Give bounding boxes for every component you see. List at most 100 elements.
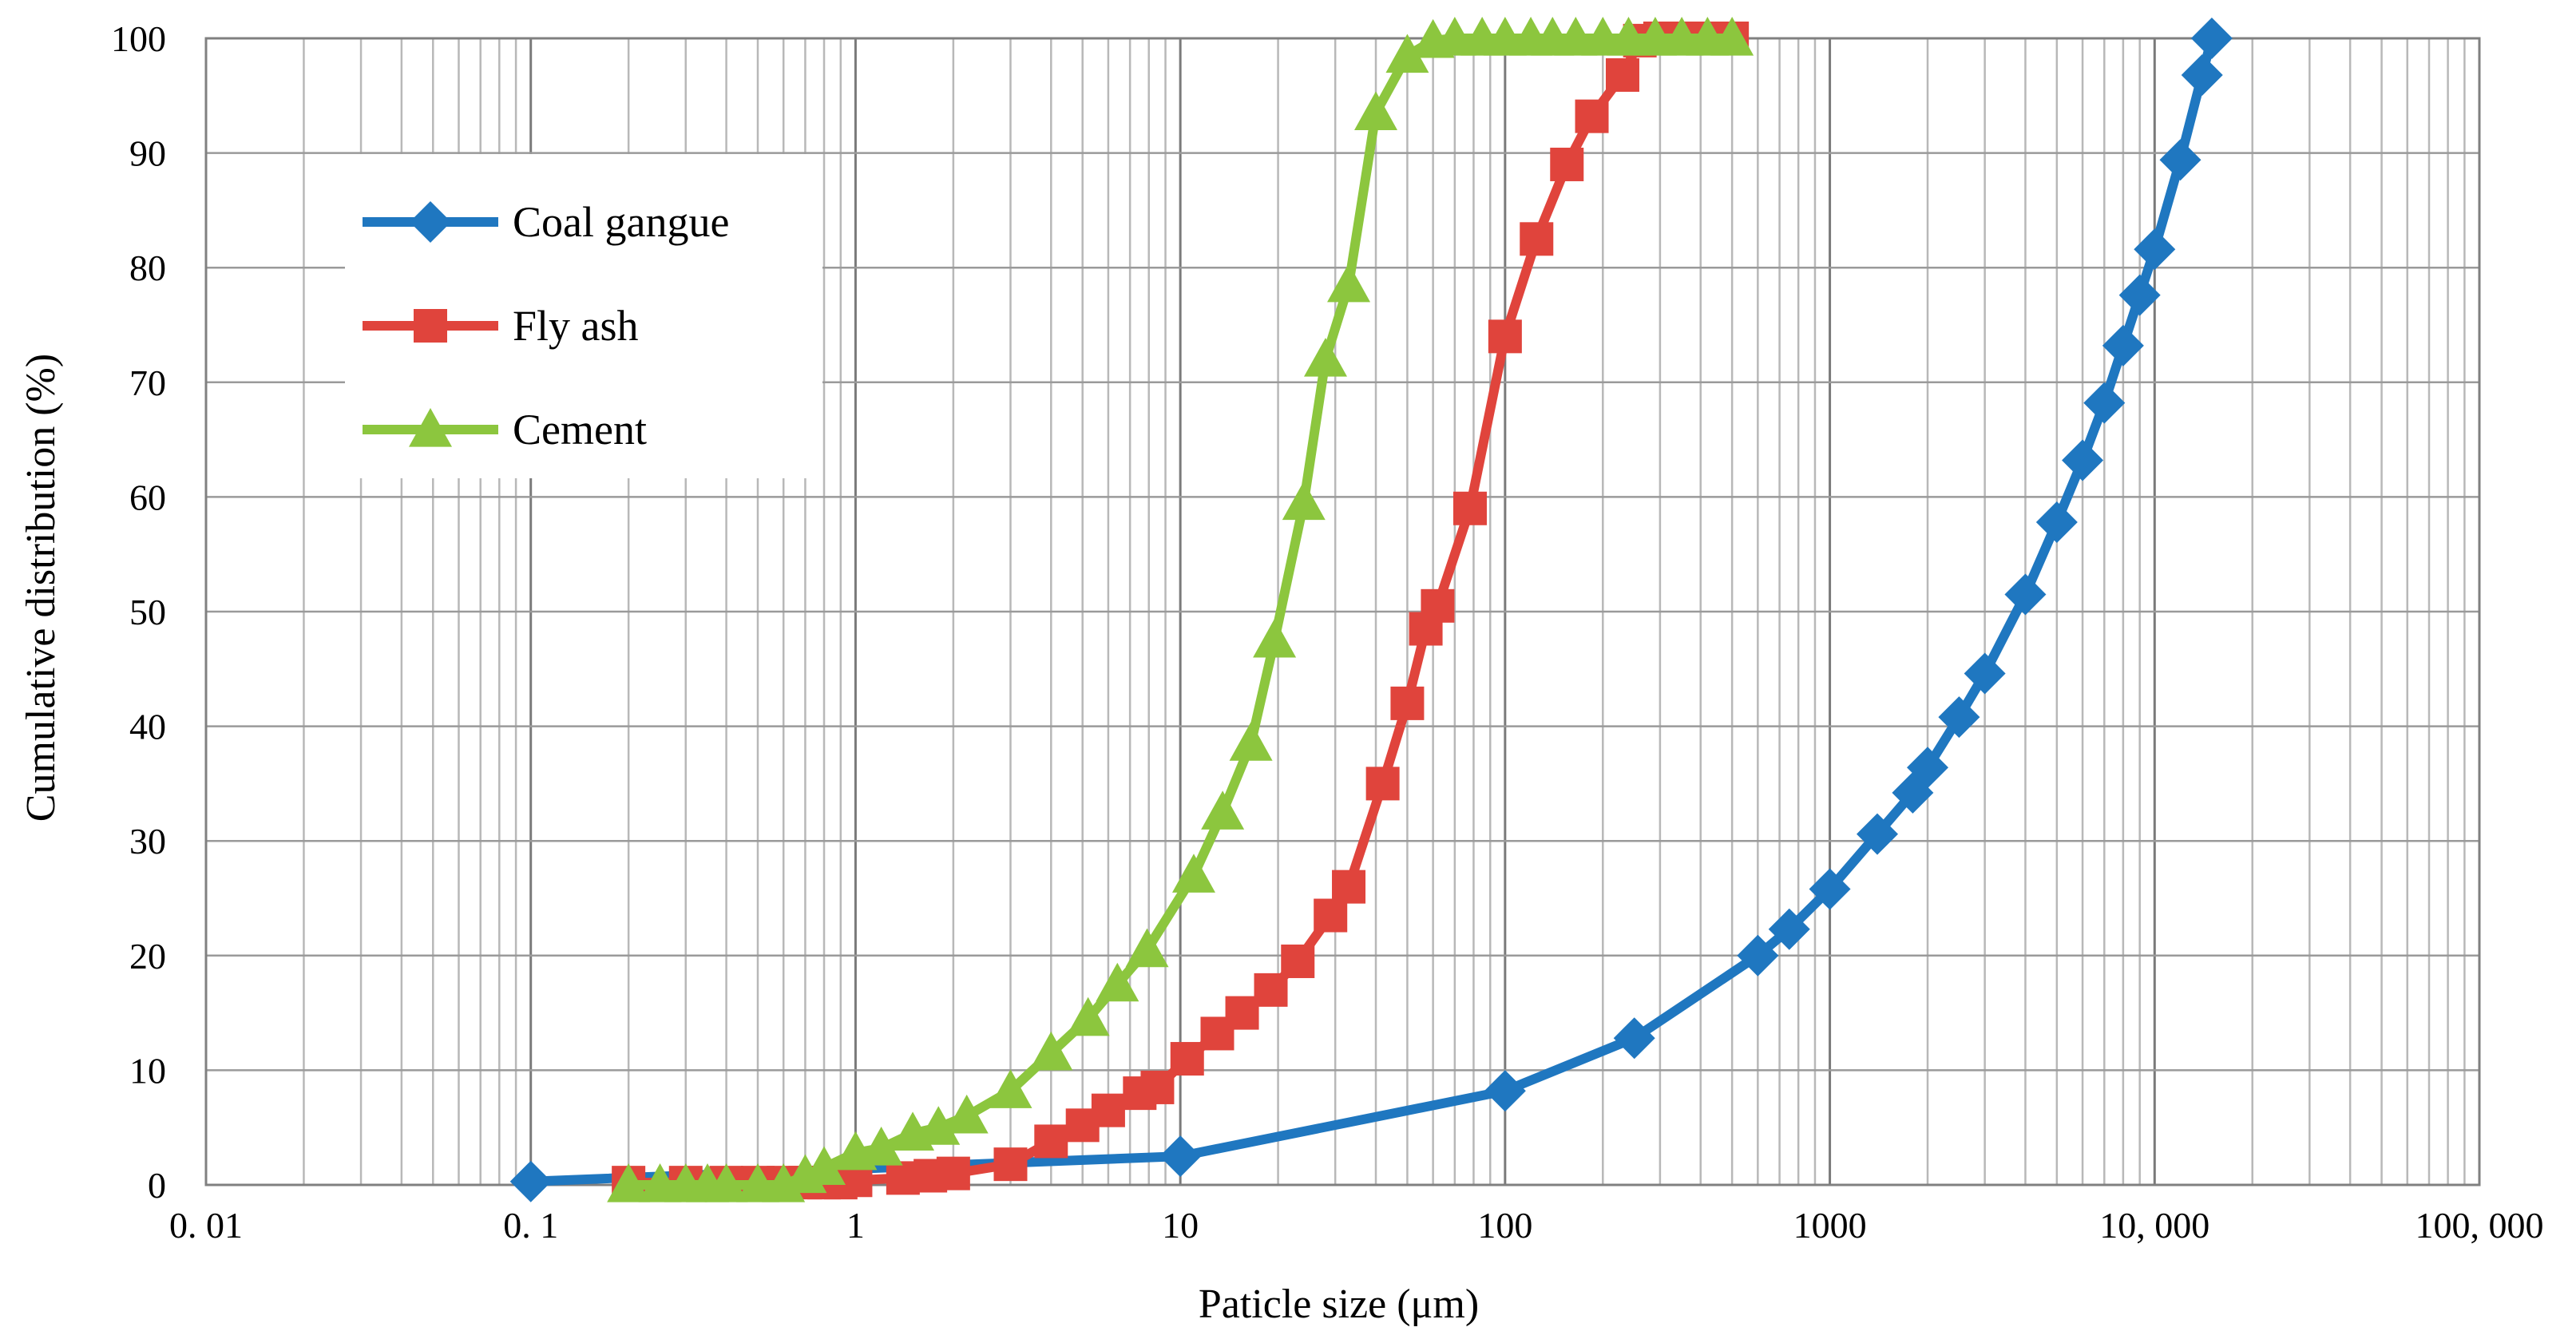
data-point-coal-gangue (2118, 274, 2161, 316)
data-point-cement (1253, 618, 1297, 658)
y-tick-label: 40 (129, 707, 166, 747)
data-point-coal-gangue (1907, 747, 1949, 789)
x-tick-label: 1000 (1793, 1205, 1867, 1246)
data-point-cement (607, 1163, 651, 1202)
data-point-coal-gangue (1484, 1070, 1526, 1112)
data-point-cement (1710, 17, 1754, 56)
legend-label: Cement (513, 406, 647, 454)
data-point-fly-ash (1488, 319, 1522, 354)
data-point-cement (1304, 338, 1348, 377)
data-point-coal-gangue (1938, 696, 1980, 739)
legend-marker (410, 201, 451, 243)
data-point-coal-gangue (1964, 652, 2006, 695)
data-point-coal-gangue (2102, 324, 2144, 366)
data-point-cement (1385, 34, 1429, 73)
y-tick-label: 90 (129, 133, 166, 174)
data-point-cement (1029, 1031, 1073, 1071)
data-point-fly-ash (1091, 1093, 1125, 1127)
legend: Coal gangue Fly ash Cement (345, 154, 822, 478)
y-tick-labels: 0 10 20 30 40 50 60 70 80 90 100 (111, 18, 166, 1206)
data-point-cement (917, 1106, 961, 1145)
data-point-coal-gangue (1768, 908, 1810, 950)
data-point-coal-gangue (1809, 868, 1851, 910)
data-point-cement (1125, 928, 1169, 968)
data-point-cement (859, 1127, 903, 1166)
x-tick-label: 1 (846, 1205, 865, 1246)
data-point-fly-ash (1390, 686, 1425, 720)
data-point-fly-ash (1314, 898, 1348, 933)
x-tick-labels: 0. 01 0. 1 1 10 100 1000 10, 000 100, 000 (169, 1205, 2544, 1246)
x-tick-label: 100 (1477, 1205, 1532, 1246)
data-point-fly-ash (993, 1147, 1028, 1182)
x-tick-label: 0. 01 (169, 1205, 243, 1246)
data-point-cement (1433, 17, 1476, 56)
data-point-fly-ash (936, 1156, 970, 1190)
series-cement (607, 17, 1754, 1202)
data-point-fly-ash (1225, 996, 1259, 1030)
data-point-fly-ash (1254, 973, 1288, 1007)
plot-frame (204, 37, 2481, 1186)
legend-marker (414, 309, 447, 343)
data-point-cement (1354, 91, 1398, 130)
data-point-fly-ash (1550, 147, 1584, 181)
data-point-coal-gangue (2159, 139, 2201, 181)
y-tick-label: 30 (129, 821, 166, 862)
y-axis-title: Cumulative distribution (%) (18, 354, 64, 822)
data-point-coal-gangue (2083, 382, 2126, 424)
data-point-coal-gangue (2134, 228, 2176, 271)
data-point-cement (989, 1069, 1032, 1108)
series-layer (509, 17, 2233, 1202)
data-point-cement (704, 1163, 748, 1202)
data-point-coal-gangue (2190, 18, 2233, 59)
y-tick-label: 10 (129, 1050, 166, 1091)
x-tick-label: 10, 000 (2099, 1205, 2209, 1246)
data-point-fly-ash (1281, 944, 1315, 978)
x-tick-label: 10 (1162, 1205, 1199, 1246)
x-axis-title: Paticle size (μm) (1199, 1282, 1479, 1327)
data-point-cement (1201, 790, 1245, 830)
data-point-cement (1096, 962, 1139, 1002)
legend-marker (409, 408, 452, 447)
data-point-coal-gangue (1613, 1017, 1655, 1060)
y-tick-label: 0 (148, 1165, 166, 1206)
data-point-fly-ash (1140, 1070, 1175, 1104)
data-point-coal-gangue (2035, 501, 2078, 543)
data-point-cement (803, 1146, 846, 1186)
data-point-fly-ash (1365, 767, 1400, 801)
legend-item-fly-ash: Fly ash (363, 302, 639, 350)
data-point-fly-ash (1520, 222, 1554, 256)
legend-label: Coal gangue (513, 198, 729, 246)
y-tick-label: 60 (129, 477, 166, 517)
y-tick-label: 70 (129, 362, 166, 403)
data-point-coal-gangue (2004, 573, 2047, 616)
series-line-coal-gangue (525, 34, 2217, 1186)
data-point-cement (1229, 722, 1273, 761)
data-point-coal-gangue (509, 1160, 552, 1202)
data-point-fly-ash (1034, 1124, 1068, 1159)
data-point-cement (1171, 854, 1215, 893)
y-tick-label: 20 (129, 936, 166, 977)
y-tick-label: 50 (129, 592, 166, 632)
data-point-fly-ash (1452, 491, 1487, 525)
x-tick-label: 100, 000 (2415, 1205, 2544, 1246)
data-point-cement (1066, 996, 1110, 1036)
data-point-coal-gangue (1159, 1135, 1202, 1178)
data-point-fly-ash (1575, 99, 1609, 133)
data-point-coal-gangue (1857, 813, 1899, 855)
data-point-fly-ash (1332, 870, 1366, 904)
x-tick-label: 0. 1 (503, 1205, 558, 1246)
series-coal-gangue (509, 18, 2233, 1202)
data-point-fly-ash (1421, 588, 1455, 623)
data-point-fly-ash (1170, 1042, 1204, 1076)
data-point-cement (945, 1094, 989, 1134)
legend-item-cement: Cement (363, 406, 647, 454)
data-point-coal-gangue (2181, 53, 2223, 96)
data-point-fly-ash (1605, 57, 1639, 92)
data-point-coal-gangue (1737, 934, 1779, 977)
data-point-cement (1282, 481, 1326, 521)
legend-item-coal-gangue: Coal gangue (363, 198, 729, 246)
data-point-coal-gangue (2062, 439, 2104, 481)
data-point-cement (1554, 17, 1598, 56)
data-point-cement (1327, 263, 1371, 303)
